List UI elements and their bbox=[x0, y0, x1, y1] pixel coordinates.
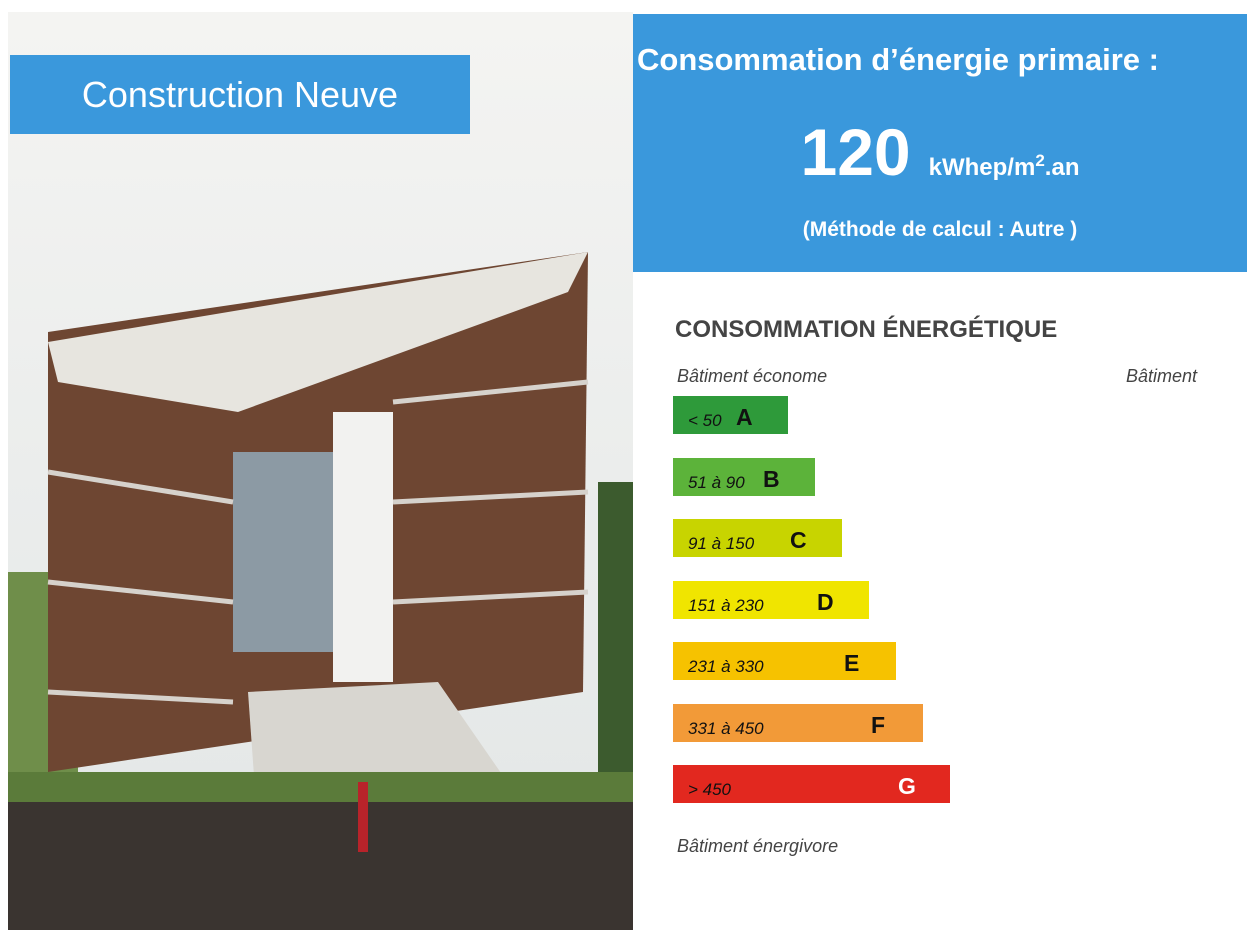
unit: kWhep/m2.an bbox=[929, 154, 1080, 181]
energy-band: 51 à 90 B bbox=[673, 458, 815, 496]
band-range: 231 à 330 bbox=[688, 657, 764, 677]
page: Construction Neuve Consommation d’énergi… bbox=[0, 0, 1247, 930]
top-left-note: Bâtiment économe bbox=[677, 366, 827, 387]
energy-band: 231 à 330 E bbox=[673, 642, 896, 680]
band-range: < 50 bbox=[688, 411, 722, 431]
building-photo bbox=[8, 12, 633, 930]
badge: Construction Neuve bbox=[10, 55, 470, 134]
consumption-value: 120 bbox=[801, 115, 911, 189]
summary-title: Consommation d’énergie primaire : bbox=[637, 42, 1159, 78]
band-letter: E bbox=[844, 650, 859, 677]
bottom-note: Bâtiment énergivore bbox=[677, 836, 838, 857]
unit-exponent: 2 bbox=[1035, 151, 1044, 170]
energy-band: < 50 A bbox=[673, 396, 788, 434]
method: (Méthode de calcul : Autre ) bbox=[633, 218, 1247, 242]
band-letter: G bbox=[898, 773, 916, 800]
band-range: 331 à 450 bbox=[688, 719, 764, 739]
energy-band: 151 à 230 D bbox=[673, 581, 869, 619]
label-title: CONSOMMATION ÉNERGÉTIQUE bbox=[675, 316, 1057, 344]
band-letter: A bbox=[736, 404, 753, 431]
band-letter: F bbox=[871, 712, 885, 739]
band-range: > 450 bbox=[688, 780, 731, 800]
band-range: 91 à 150 bbox=[688, 534, 754, 554]
energy-band: 331 à 450 F bbox=[673, 704, 923, 742]
top-right-note: Bâtiment bbox=[1126, 366, 1197, 387]
band-range: 51 à 90 bbox=[688, 473, 745, 493]
band-letter: B bbox=[763, 466, 780, 493]
value-row: 120 kWhep/m2.an bbox=[633, 114, 1247, 190]
unit-prefix: kWhep/m bbox=[929, 154, 1036, 181]
summary-panel: Consommation d’énergie primaire : 120 kWh… bbox=[633, 14, 1247, 272]
band-letter: C bbox=[790, 527, 807, 554]
band-letter: D bbox=[817, 589, 834, 616]
energy-band: 91 à 150 C bbox=[673, 519, 842, 557]
band-range: 151 à 230 bbox=[688, 596, 764, 616]
energy-band: > 450 G bbox=[673, 765, 950, 803]
unit-suffix: .an bbox=[1045, 154, 1080, 181]
